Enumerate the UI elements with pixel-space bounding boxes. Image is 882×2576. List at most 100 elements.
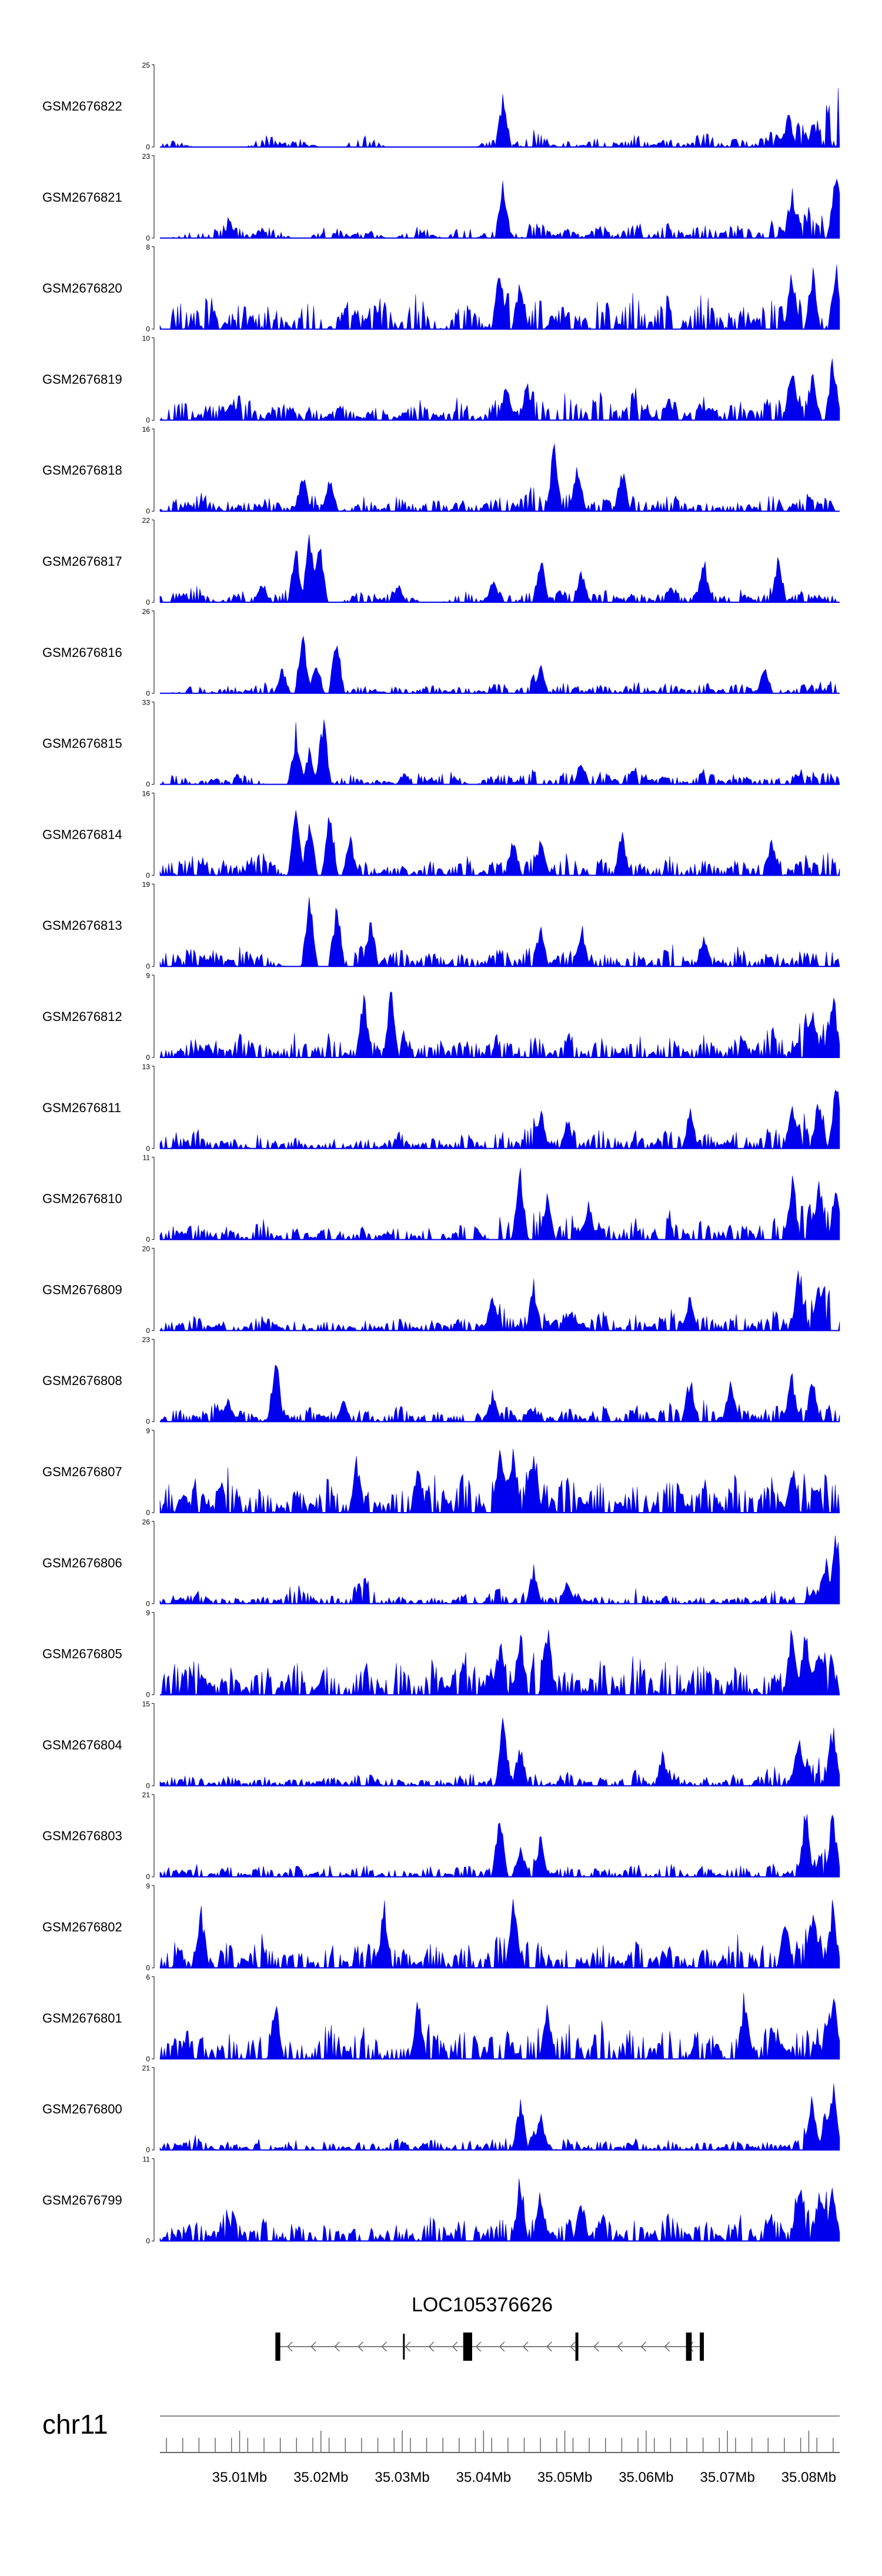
track-label: GSM2676821 <box>42 190 122 205</box>
exon <box>700 2333 704 2361</box>
track-label: GSM2676819 <box>42 372 122 386</box>
track-label: GSM2676802 <box>42 1920 122 1934</box>
coverage-area <box>159 991 840 1059</box>
track-GSM2676821: GSM2676821 23 0 <box>42 152 840 242</box>
y-min-label: 0 <box>146 1053 150 1062</box>
coverage-area <box>159 810 840 876</box>
coverage-tracks: GSM2676822250GSM2676821230GSM267682080GS… <box>42 61 840 2245</box>
chromosome-label: chr11 <box>42 2409 108 2440</box>
y-max-label: 6 <box>146 1973 150 1981</box>
y-min-label: 0 <box>146 871 150 879</box>
y-max-label: 13 <box>142 1063 151 1071</box>
y-min-label: 0 <box>146 2055 150 2063</box>
y-min-label: 0 <box>146 689 150 698</box>
y-min-label: 0 <box>146 1964 150 1972</box>
y-min-label: 0 <box>146 325 150 333</box>
tick-label: 35.05Mb <box>537 2470 592 2485</box>
y-min-label: 0 <box>146 1144 150 1153</box>
track-GSM2676799: GSM2676799 11 0 <box>42 2155 840 2245</box>
exon <box>463 2333 472 2361</box>
track-label: GSM2676822 <box>42 99 122 114</box>
tick-label: 35.07Mb <box>700 2470 754 2485</box>
coverage-area <box>159 1535 840 1604</box>
strand-arrow <box>499 2341 505 2352</box>
coverage-area <box>159 1270 840 1332</box>
tick-label: 35.03Mb <box>375 2470 429 2485</box>
track-label: GSM2676814 <box>42 827 122 842</box>
y-max-label: 21 <box>142 2064 151 2073</box>
coverage-area <box>159 534 840 603</box>
track-GSM2676803: GSM2676803 21 0 <box>42 1791 840 1881</box>
track-GSM2676804: GSM2676804 15 0 <box>42 1700 840 1790</box>
coverage-area <box>159 2178 840 2242</box>
coverage-area <box>159 265 840 330</box>
y-min-label: 0 <box>146 1691 150 1699</box>
track-GSM2676810: GSM2676810 11 0 <box>42 1154 840 1244</box>
y-min-label: 0 <box>146 143 150 151</box>
y-min-label: 0 <box>146 1781 150 1790</box>
track-label: GSM2676807 <box>42 1464 122 1479</box>
y-max-label: 26 <box>142 1518 151 1526</box>
tick-label: 35.08Mb <box>781 2470 836 2485</box>
strand-arrow <box>475 2341 482 2352</box>
track-GSM2676809: GSM2676809 20 0 <box>42 1244 840 1334</box>
track-GSM2676822: GSM2676822 25 0 <box>42 61 840 151</box>
track-label: GSM2676803 <box>42 1828 122 1843</box>
track-GSM2676818: GSM2676818 16 0 <box>42 425 840 515</box>
gene-model: LOC105376626 <box>275 2294 704 2361</box>
track-label: GSM2676816 <box>42 645 122 660</box>
strand-arrow <box>593 2341 599 2352</box>
track-GSM2676817: GSM2676817 22 0 <box>42 516 840 606</box>
y-min-label: 0 <box>146 1417 150 1426</box>
coverage-area <box>160 1630 840 1696</box>
exon <box>575 2333 579 2361</box>
strand-arrow <box>287 2341 293 2352</box>
coverage-area <box>160 719 840 785</box>
coverage-area <box>159 1167 840 1240</box>
y-max-label: 23 <box>142 152 151 161</box>
y-max-label: 21 <box>142 1791 151 1799</box>
track-GSM2676814: GSM2676814 16 0 <box>42 789 840 879</box>
coverage-area <box>159 2083 840 2151</box>
track-GSM2676816: GSM2676816 26 0 <box>42 608 840 698</box>
strand-arrow <box>640 2341 647 2352</box>
strand-arrow <box>523 2341 529 2352</box>
tick-label: 35.04Mb <box>456 2470 511 2485</box>
y-min-label: 0 <box>146 416 150 424</box>
track-GSM2676800: GSM2676800 21 0 <box>42 2064 840 2154</box>
y-min-label: 0 <box>146 2237 150 2245</box>
coverage-area <box>159 1899 840 1969</box>
tick-label: 35.06Mb <box>619 2470 673 2485</box>
track-label: GSM2676817 <box>42 554 122 569</box>
exon <box>686 2333 692 2361</box>
tick-label: 35.02Mb <box>293 2470 348 2485</box>
coverage-area <box>159 358 840 421</box>
track-label: GSM2676812 <box>42 1009 122 1024</box>
y-max-label: 22 <box>142 516 151 525</box>
track-label: GSM2676818 <box>42 463 122 478</box>
y-max-label: 11 <box>143 2155 151 2163</box>
track-GSM2676802: GSM2676802 9 0 <box>42 1882 840 1972</box>
tick-label: 35.01Mb <box>212 2470 267 2485</box>
track-GSM2676815: GSM2676815 33 0 <box>42 699 840 789</box>
y-max-label: 11 <box>143 1154 151 1162</box>
y-max-label: 15 <box>142 1700 151 1708</box>
track-GSM2676813: GSM2676813 19 0 <box>42 880 840 970</box>
coverage-area <box>159 1814 840 1878</box>
coverage-area <box>159 1089 840 1149</box>
strand-arrow <box>664 2341 670 2352</box>
track-label: GSM2676811 <box>42 1100 121 1115</box>
coverage-area <box>159 897 840 967</box>
track-GSM2676820: GSM2676820 8 0 <box>42 243 840 333</box>
track-GSM2676801: GSM2676801 6 0 <box>42 1973 840 2063</box>
coverage-area <box>159 1718 840 1787</box>
y-min-label: 0 <box>146 962 150 970</box>
strand-arrow <box>381 2341 387 2352</box>
strand-arrow <box>310 2341 316 2352</box>
coverage-area <box>160 178 840 239</box>
strand-arrow <box>405 2341 411 2352</box>
strand-arrow <box>570 2341 576 2352</box>
y-min-label: 0 <box>146 507 150 515</box>
strand-arrow <box>334 2341 340 2352</box>
